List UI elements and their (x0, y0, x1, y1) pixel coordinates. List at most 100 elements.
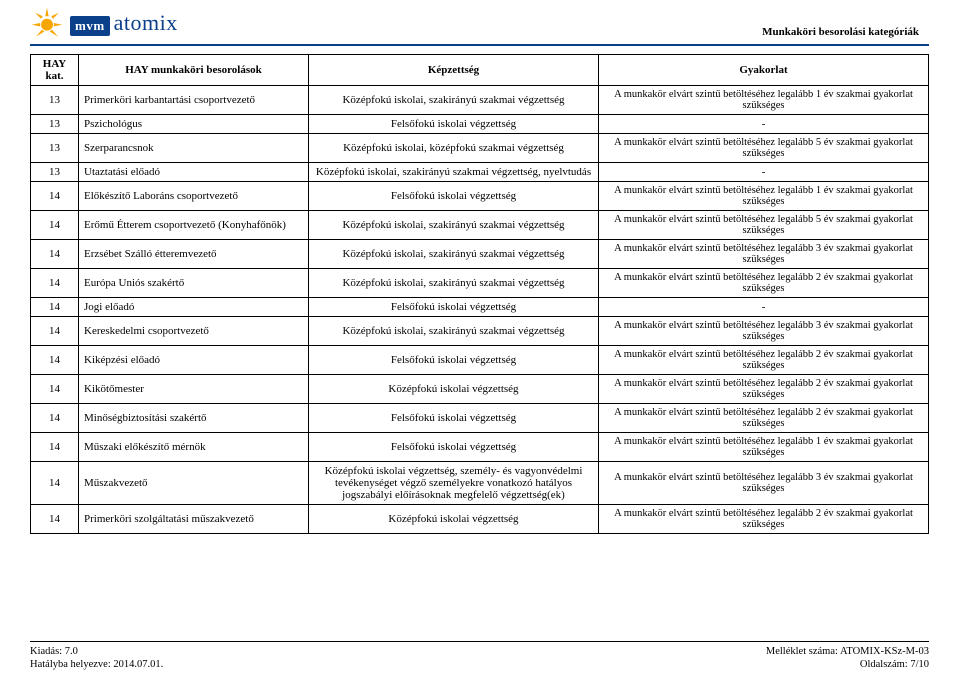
cell-role: Pszichológus (79, 115, 309, 134)
cell-requirement: - (599, 298, 929, 317)
table-row: 13Primerköri karbantartási csoportvezető… (31, 86, 929, 115)
cell-hay-kat: 14 (31, 375, 79, 404)
cell-education: Középfokú iskolai, középfokú szakmai vég… (309, 134, 599, 163)
cell-role: Kikötőmester (79, 375, 309, 404)
cell-role: Erzsébet Szálló étteremvezető (79, 240, 309, 269)
cell-education: Középfokú iskolai, szakirányú szakmai vé… (309, 86, 599, 115)
cell-hay-kat: 14 (31, 240, 79, 269)
cell-education: Középfokú iskolai végzettség (309, 375, 599, 404)
table-header-row: HAY kat. HAY munkaköri besorolások Képze… (31, 55, 929, 86)
table-row: 14Erzsébet Szálló étteremvezetőKözépfokú… (31, 240, 929, 269)
cell-requirement: A munkakör elvárt szintű betöltéséhez le… (599, 404, 929, 433)
cell-role: Jogi előadó (79, 298, 309, 317)
col-role: HAY munkaköri besorolások (79, 55, 309, 86)
col-hay-kat: HAY kat. (31, 55, 79, 86)
edition: Kiadás: 7.0 (30, 645, 163, 658)
table-row: 14Kereskedelmi csoportvezetőKözépfokú is… (31, 317, 929, 346)
header-rule (30, 44, 929, 46)
classification-table: HAY kat. HAY munkaköri besorolások Képze… (30, 54, 929, 534)
cell-role: Kiképzési előadó (79, 346, 309, 375)
cell-requirement: A munkakör elvárt szintű betöltéséhez le… (599, 505, 929, 534)
logo-mvm: mvm (70, 16, 110, 36)
cell-requirement: - (599, 163, 929, 182)
footer-right: Melléklet száma: ATOMIX-KSz-M-03 Oldalsz… (766, 645, 929, 671)
cell-hay-kat: 13 (31, 134, 79, 163)
logo: mvm atomix (30, 6, 178, 40)
cell-requirement: A munkakör elvárt szintű betöltéséhez le… (599, 462, 929, 505)
table-row: 14MűszakvezetőKözépfokú iskolai végzetts… (31, 462, 929, 505)
cell-requirement: A munkakör elvárt szintű betöltéséhez le… (599, 211, 929, 240)
cell-role: Minőségbiztosítási szakértő (79, 404, 309, 433)
cell-hay-kat: 14 (31, 346, 79, 375)
cell-hay-kat: 13 (31, 86, 79, 115)
cell-hay-kat: 14 (31, 404, 79, 433)
cell-role: Műszaki előkészítő mérnök (79, 433, 309, 462)
cell-role: Kereskedelmi csoportvezető (79, 317, 309, 346)
table-row: 14Jogi előadóFelsőfokú iskolai végzettsé… (31, 298, 929, 317)
cell-education: Felsőfokú iskolai végzettség (309, 433, 599, 462)
cell-education: Középfokú iskolai, szakirányú szakmai vé… (309, 317, 599, 346)
cell-requirement: A munkakör elvárt szintű betöltéséhez le… (599, 375, 929, 404)
cell-requirement: A munkakör elvárt szintű betöltéséhez le… (599, 182, 929, 211)
cell-hay-kat: 14 (31, 433, 79, 462)
cell-education: Középfokú iskolai, szakirányú szakmai vé… (309, 269, 599, 298)
cell-requirement: A munkakör elvárt szintű betöltéséhez le… (599, 240, 929, 269)
table-row: 13Utaztatási előadóKözépfokú iskolai, sz… (31, 163, 929, 182)
page-header: mvm atomix Munkaköri besorolási kategóri… (0, 0, 959, 44)
cell-hay-kat: 14 (31, 505, 79, 534)
cell-requirement: A munkakör elvárt szintű betöltéséhez le… (599, 269, 929, 298)
cell-role: Erőmű Étterem csoportvezető (Konyhafőnök… (79, 211, 309, 240)
cell-education: Felsőfokú iskolai végzettség (309, 115, 599, 134)
cell-role: Európa Uniós szakértő (79, 269, 309, 298)
cell-hay-kat: 14 (31, 211, 79, 240)
table-row: 14Előkészítő Laboráns csoportvezetőFelső… (31, 182, 929, 211)
table-row: 14Primerköri szolgáltatási műszakvezetőK… (31, 505, 929, 534)
cell-requirement: A munkakör elvárt szintű betöltéséhez le… (599, 317, 929, 346)
cell-role: Primerköri szolgáltatási műszakvezető (79, 505, 309, 534)
cell-requirement: - (599, 115, 929, 134)
cell-hay-kat: 14 (31, 182, 79, 211)
col-edu: Képzettség (309, 55, 599, 86)
table-row: 14Minőségbiztosítási szakértőFelsőfokú i… (31, 404, 929, 433)
table-row: 14Erőmű Étterem csoportvezető (Konyhafőn… (31, 211, 929, 240)
table-row: 14KikötőmesterKözépfokú iskolai végzetts… (31, 375, 929, 404)
footer-left: Kiadás: 7.0 Hatályba helyezve: 2014.07.0… (30, 645, 163, 671)
table-row: 13PszichológusFelsőfokú iskolai végzetts… (31, 115, 929, 134)
cell-hay-kat: 14 (31, 317, 79, 346)
logo-atomix: atomix (114, 10, 178, 36)
cell-education: Felsőfokú iskolai végzettség (309, 404, 599, 433)
cell-role: Utaztatási előadó (79, 163, 309, 182)
table-row: 14Európa Uniós szakértőKözépfokú iskolai… (31, 269, 929, 298)
logo-text: mvm atomix (70, 10, 178, 36)
cell-education: Középfokú iskolai végzettség, személy- é… (309, 462, 599, 505)
cell-requirement: A munkakör elvárt szintű betöltéséhez le… (599, 86, 929, 115)
table-row: 14Kiképzési előadóFelsőfokú iskolai végz… (31, 346, 929, 375)
sun-icon (30, 6, 64, 40)
cell-hay-kat: 13 (31, 115, 79, 134)
effective-date: Hatályba helyezve: 2014.07.01. (30, 658, 163, 671)
cell-requirement: A munkakör elvárt szintű betöltéséhez le… (599, 433, 929, 462)
annex-number: Melléklet száma: ATOMIX-KSz-M-03 (766, 645, 929, 658)
cell-hay-kat: 14 (31, 462, 79, 505)
cell-requirement: A munkakör elvárt szintű betöltéséhez le… (599, 134, 929, 163)
cell-education: Középfokú iskolai végzettség (309, 505, 599, 534)
cell-education: Középfokú iskolai, szakirányú szakmai vé… (309, 163, 599, 182)
cell-education: Felsőfokú iskolai végzettség (309, 182, 599, 211)
table-row: 14Műszaki előkészítő mérnökFelsőfokú isk… (31, 433, 929, 462)
document-category: Munkaköri besorolási kategóriák (762, 26, 919, 40)
cell-role: Előkészítő Laboráns csoportvezető (79, 182, 309, 211)
table-row: 13SzerparancsnokKözépfokú iskolai, közép… (31, 134, 929, 163)
cell-education: Felsőfokú iskolai végzettség (309, 346, 599, 375)
cell-hay-kat: 14 (31, 298, 79, 317)
page-number: Oldalszám: 7/10 (766, 658, 929, 671)
cell-role: Primerköri karbantartási csoportvezető (79, 86, 309, 115)
cell-hay-kat: 13 (31, 163, 79, 182)
cell-role: Szerparancsnok (79, 134, 309, 163)
cell-education: Felsőfokú iskolai végzettség (309, 298, 599, 317)
page-footer: Kiadás: 7.0 Hatályba helyezve: 2014.07.0… (30, 641, 929, 671)
col-req: Gyakorlat (599, 55, 929, 86)
cell-requirement: A munkakör elvárt szintű betöltéséhez le… (599, 346, 929, 375)
cell-education: Középfokú iskolai, szakirányú szakmai vé… (309, 240, 599, 269)
cell-education: Középfokú iskolai, szakirányú szakmai vé… (309, 211, 599, 240)
cell-role: Műszakvezető (79, 462, 309, 505)
